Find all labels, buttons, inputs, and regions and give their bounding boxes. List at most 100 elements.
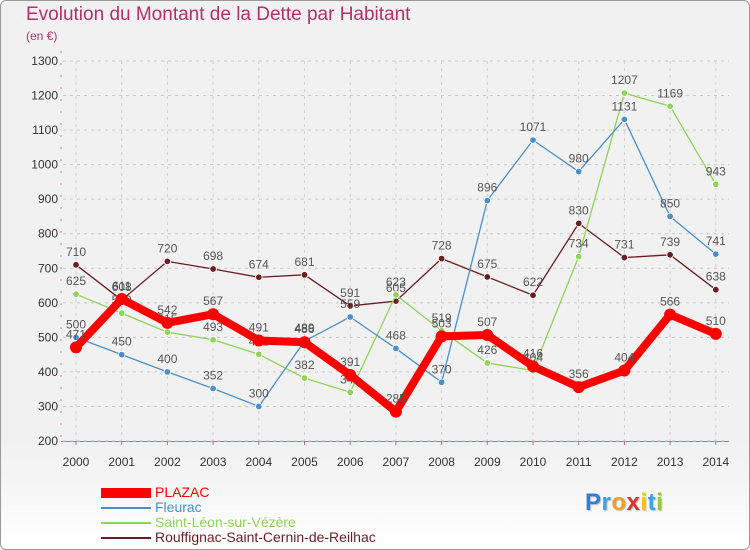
- data-label: 468: [386, 328, 406, 342]
- data-label: 896: [477, 181, 497, 195]
- data-label: 542: [157, 303, 177, 317]
- logo-letter: i: [640, 489, 648, 516]
- legend-label: PLAZAC: [155, 484, 210, 500]
- data-point: [346, 302, 354, 310]
- data-point: [437, 378, 446, 386]
- data-point: [255, 273, 263, 281]
- y-tick-label: 900: [38, 192, 58, 206]
- data-point: [163, 257, 172, 266]
- data-label: 623: [386, 275, 406, 289]
- proxiti-logo: Proxiti: [585, 489, 663, 517]
- data-label: 285: [386, 392, 406, 406]
- data-label: 1131: [611, 99, 637, 113]
- data-point: [346, 313, 354, 321]
- data-point: [712, 285, 720, 294]
- data-point: [483, 273, 491, 281]
- data-point: [529, 291, 537, 299]
- data-point: [666, 102, 674, 110]
- x-tick-label: 2008: [428, 455, 455, 469]
- data-point: [392, 344, 400, 353]
- data-point: [666, 212, 674, 221]
- y-tick-label: 600: [38, 296, 58, 310]
- x-tick-label: 2000: [63, 455, 90, 469]
- y-tick-label: 400: [38, 365, 58, 379]
- data-label: 681: [294, 255, 314, 269]
- x-tick-label: 2003: [200, 455, 227, 469]
- legend-label: Saint-Léon-sur-Vézère: [155, 514, 296, 530]
- data-point: [209, 265, 217, 273]
- data-point: [163, 368, 172, 376]
- legend-swatch: [101, 537, 151, 539]
- data-label: 698: [203, 249, 223, 263]
- logo-letter: r: [601, 489, 612, 516]
- data-point: [207, 308, 220, 321]
- data-label: 352: [203, 368, 223, 382]
- data-point: [163, 328, 172, 336]
- data-label: 675: [477, 257, 497, 271]
- logo-letter: o: [611, 489, 627, 516]
- logo-letter: i: [656, 489, 664, 516]
- data-label: 734: [569, 237, 589, 251]
- y-tick-label: 300: [38, 399, 58, 413]
- legend-item: PLAZAC: [101, 484, 441, 500]
- x-tick-label: 2012: [611, 455, 638, 469]
- data-point: [664, 308, 677, 321]
- chart-subtitle: (en €): [26, 29, 58, 43]
- data-label: 1169: [657, 86, 683, 100]
- data-label: 356: [569, 367, 589, 381]
- data-point: [620, 253, 629, 262]
- data-label: 416: [523, 346, 543, 360]
- data-point: [209, 384, 217, 393]
- data-point: [255, 402, 263, 411]
- data-label: 731: [614, 238, 634, 252]
- data-point: [72, 333, 80, 342]
- data-label: 625: [66, 274, 86, 288]
- data-label: 980: [569, 152, 589, 166]
- data-label: 674: [249, 257, 269, 271]
- data-label: 450: [112, 335, 132, 349]
- legend-swatch: [101, 522, 151, 524]
- x-tick-label: 2002: [154, 455, 181, 469]
- y-tick-label: 500: [38, 330, 58, 344]
- data-label: 943: [706, 164, 726, 178]
- y-tick-label: 200: [38, 434, 58, 448]
- data-point: [117, 350, 126, 359]
- y-tick-label: 700: [38, 261, 58, 275]
- x-tick-label: 2010: [520, 455, 547, 469]
- data-point: [344, 369, 357, 382]
- data-label: 391: [340, 355, 360, 369]
- data-point: [389, 405, 402, 418]
- data-point: [712, 250, 720, 258]
- chart-title: Evolution du Montant de la Dette par Hab…: [26, 4, 411, 25]
- data-label: 710: [66, 245, 86, 259]
- legend-item: Saint-Léon-sur-Vézère: [101, 514, 441, 530]
- data-label: 500: [66, 317, 86, 331]
- data-label: 510: [706, 314, 726, 328]
- data-label: 471: [66, 327, 86, 341]
- legend-swatch: [101, 507, 151, 509]
- data-label: 370: [432, 362, 452, 376]
- data-label: 1207: [611, 73, 638, 87]
- y-tick-label: 1300: [31, 54, 58, 68]
- data-point: [72, 261, 80, 269]
- data-label: 426: [477, 343, 497, 357]
- data-label: 1071: [520, 120, 547, 134]
- data-label: 739: [660, 235, 680, 249]
- data-label: 559: [340, 297, 360, 311]
- y-tick-label: 1100: [32, 123, 58, 137]
- data-point: [300, 374, 309, 382]
- y-tick-label: 1200: [31, 89, 58, 103]
- x-tick-label: 2007: [383, 455, 410, 469]
- data-label: 830: [569, 203, 589, 217]
- data-point: [300, 271, 309, 279]
- data-point: [483, 196, 491, 205]
- data-label: 382: [294, 358, 314, 372]
- data-label: 400: [157, 352, 177, 366]
- data-point: [483, 359, 491, 367]
- data-point: [255, 350, 263, 358]
- data-label: 489: [294, 321, 314, 335]
- data-point: [481, 328, 494, 341]
- data-label: 507: [477, 315, 497, 329]
- data-label: 728: [432, 239, 452, 253]
